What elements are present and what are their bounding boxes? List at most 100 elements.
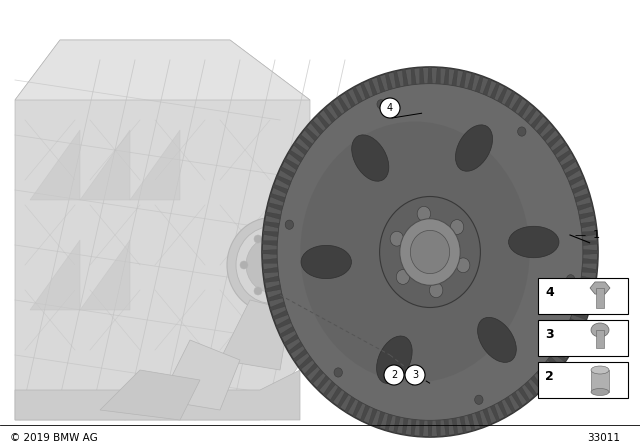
- Polygon shape: [527, 371, 543, 391]
- Polygon shape: [316, 113, 333, 133]
- Polygon shape: [293, 142, 312, 159]
- Polygon shape: [543, 134, 561, 151]
- Polygon shape: [269, 300, 290, 311]
- Polygon shape: [577, 231, 597, 237]
- Polygon shape: [543, 353, 561, 370]
- Ellipse shape: [456, 125, 493, 171]
- Ellipse shape: [400, 219, 460, 285]
- Polygon shape: [435, 67, 440, 90]
- Text: 33011: 33011: [587, 433, 620, 443]
- Polygon shape: [466, 409, 475, 431]
- Polygon shape: [394, 411, 402, 433]
- Polygon shape: [15, 40, 310, 100]
- Polygon shape: [574, 212, 595, 221]
- Polygon shape: [337, 387, 351, 408]
- Polygon shape: [481, 403, 492, 425]
- Polygon shape: [273, 184, 293, 196]
- Polygon shape: [578, 250, 598, 254]
- Text: —  1: — 1: [575, 230, 600, 240]
- Polygon shape: [502, 392, 515, 413]
- Text: 3: 3: [412, 370, 418, 380]
- Polygon shape: [557, 158, 576, 173]
- Polygon shape: [570, 193, 590, 204]
- Polygon shape: [481, 79, 492, 101]
- Polygon shape: [288, 150, 307, 166]
- Polygon shape: [458, 71, 467, 93]
- Polygon shape: [269, 193, 290, 204]
- Polygon shape: [572, 292, 593, 302]
- Ellipse shape: [282, 287, 290, 295]
- Polygon shape: [575, 221, 596, 229]
- Polygon shape: [100, 370, 200, 420]
- Polygon shape: [304, 127, 322, 145]
- Polygon shape: [15, 40, 310, 420]
- Polygon shape: [330, 101, 345, 122]
- Polygon shape: [567, 308, 588, 320]
- Polygon shape: [502, 91, 515, 112]
- Polygon shape: [577, 267, 597, 273]
- Polygon shape: [276, 175, 296, 188]
- Polygon shape: [266, 212, 286, 221]
- FancyBboxPatch shape: [538, 320, 628, 356]
- Ellipse shape: [240, 261, 248, 269]
- Polygon shape: [567, 184, 588, 196]
- Polygon shape: [515, 382, 530, 403]
- Ellipse shape: [518, 127, 526, 136]
- Ellipse shape: [262, 67, 598, 437]
- Polygon shape: [561, 323, 580, 337]
- Polygon shape: [564, 316, 584, 329]
- Ellipse shape: [410, 230, 450, 274]
- Polygon shape: [280, 167, 300, 181]
- Text: 2: 2: [545, 370, 554, 383]
- Ellipse shape: [429, 283, 443, 297]
- Polygon shape: [377, 406, 387, 428]
- Polygon shape: [369, 403, 380, 425]
- Ellipse shape: [300, 121, 530, 383]
- Ellipse shape: [591, 388, 609, 396]
- Polygon shape: [561, 167, 580, 181]
- Polygon shape: [428, 415, 433, 437]
- Polygon shape: [533, 120, 550, 139]
- Text: 4: 4: [387, 103, 393, 113]
- Polygon shape: [577, 241, 598, 246]
- Polygon shape: [263, 231, 284, 237]
- Polygon shape: [304, 359, 322, 377]
- Ellipse shape: [380, 197, 481, 307]
- Polygon shape: [353, 396, 365, 418]
- Polygon shape: [553, 338, 572, 354]
- Polygon shape: [323, 107, 339, 127]
- Ellipse shape: [456, 258, 470, 273]
- Ellipse shape: [254, 287, 262, 295]
- Ellipse shape: [477, 317, 516, 362]
- Ellipse shape: [377, 99, 385, 109]
- Ellipse shape: [282, 235, 290, 243]
- Polygon shape: [337, 96, 351, 117]
- Polygon shape: [474, 406, 483, 428]
- Ellipse shape: [301, 246, 351, 279]
- Polygon shape: [548, 345, 567, 362]
- Polygon shape: [276, 316, 296, 329]
- Polygon shape: [80, 240, 130, 310]
- Polygon shape: [420, 67, 425, 90]
- Text: 3: 3: [545, 328, 554, 341]
- Polygon shape: [574, 283, 595, 292]
- Polygon shape: [420, 414, 425, 437]
- Polygon shape: [288, 338, 307, 354]
- Ellipse shape: [246, 237, 298, 293]
- Polygon shape: [553, 150, 572, 166]
- Polygon shape: [360, 400, 372, 422]
- Ellipse shape: [277, 84, 583, 420]
- Polygon shape: [564, 175, 584, 188]
- Polygon shape: [443, 68, 449, 90]
- Ellipse shape: [451, 220, 464, 234]
- Polygon shape: [369, 79, 380, 101]
- Polygon shape: [262, 250, 282, 254]
- Polygon shape: [443, 414, 449, 436]
- Polygon shape: [385, 409, 394, 431]
- Polygon shape: [451, 412, 458, 435]
- Ellipse shape: [475, 395, 483, 405]
- Polygon shape: [280, 323, 300, 337]
- Polygon shape: [521, 107, 537, 127]
- Polygon shape: [509, 96, 523, 117]
- Polygon shape: [262, 258, 282, 263]
